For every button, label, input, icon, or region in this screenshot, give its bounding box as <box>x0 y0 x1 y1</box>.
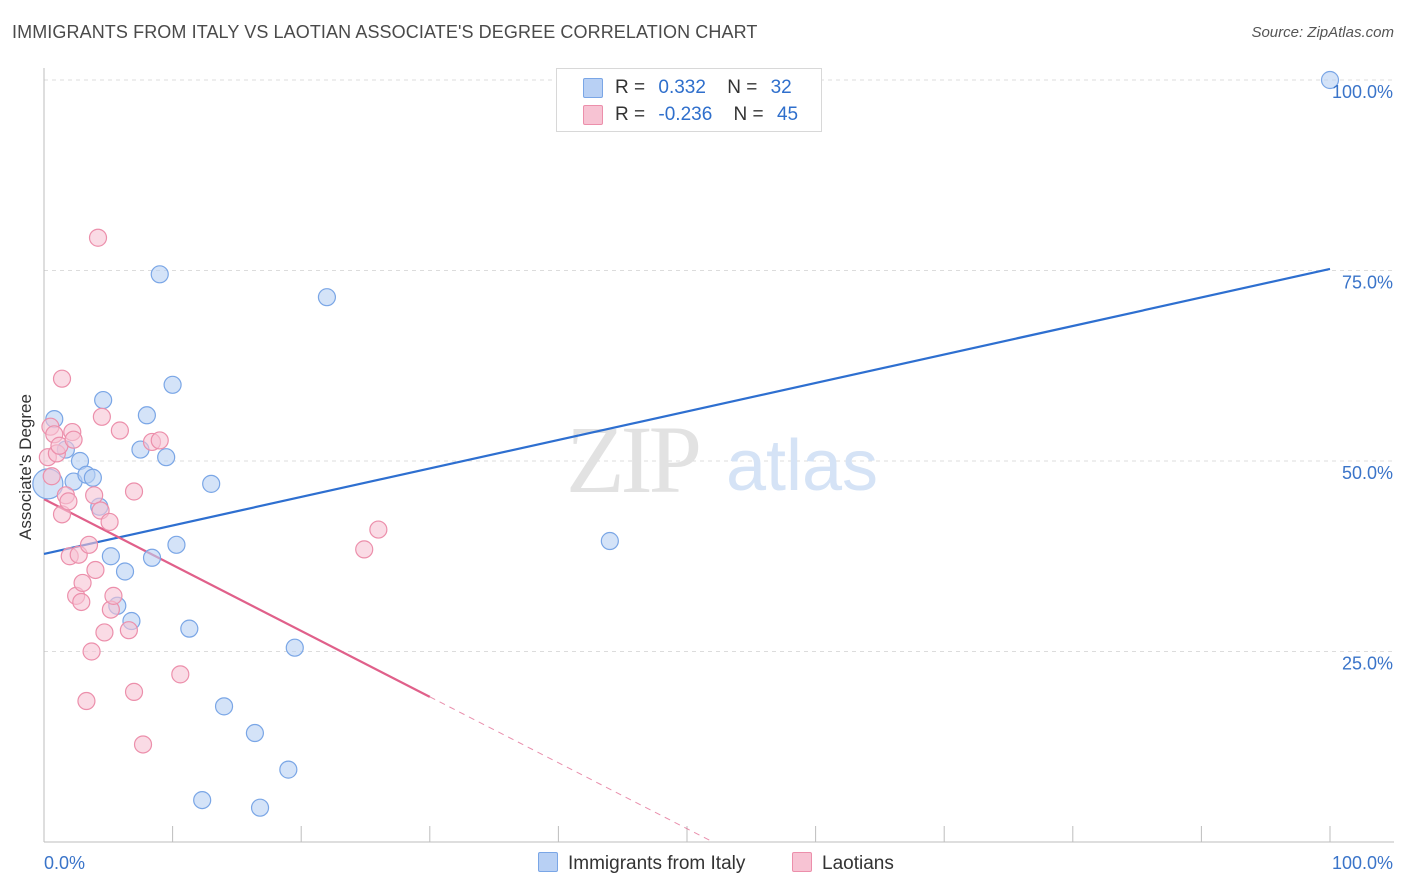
trend-line-italy <box>43 267 1331 556</box>
point-laotians <box>77 691 96 711</box>
point-italy <box>150 265 169 284</box>
point-italy <box>180 619 199 638</box>
point-laotians <box>124 682 144 701</box>
legend-n-label: N = <box>733 104 764 125</box>
bottom-legend-laotians: Laotians <box>792 852 894 875</box>
point-laotians <box>79 535 99 554</box>
point-italy <box>1320 70 1340 90</box>
trend-lines <box>43 267 1331 843</box>
trend-line-laotians <box>43 498 431 698</box>
point-italy <box>142 548 162 567</box>
point-italy <box>94 390 113 410</box>
point-laotians <box>92 407 111 426</box>
bottom-legend-swatch-italy <box>538 852 558 872</box>
point-italy <box>317 288 337 307</box>
point-italy <box>245 723 265 743</box>
bottom-legend-label-italy: Immigrants from Italy <box>568 853 746 874</box>
point-laotians <box>59 492 78 511</box>
point-laotians <box>86 560 105 580</box>
legend-r-value: 0.332 <box>658 77 706 98</box>
data-points <box>32 70 1340 817</box>
point-laotians <box>119 621 138 640</box>
tick-labels: 25.0% 50.0% 75.0% 100.0% 0.0% 100.0% <box>44 82 1393 873</box>
point-italy <box>202 474 221 493</box>
y-tick-label: 25.0% <box>1342 654 1393 674</box>
point-laotians <box>73 573 92 593</box>
point-italy <box>83 468 102 487</box>
watermark: ZIP atlas <box>566 406 878 513</box>
point-laotians <box>82 642 101 661</box>
point-italy <box>115 562 135 581</box>
point-italy <box>600 531 619 551</box>
legend-swatch-italy <box>583 78 603 98</box>
point-italy <box>285 638 304 657</box>
trend-line-laotians-extension <box>429 696 714 843</box>
legend-n-value: 32 <box>770 77 792 98</box>
y-tick-label: 50.0% <box>1342 463 1393 483</box>
legend: R = 0.332 N = 32 R = -0.236 N = 45 <box>556 68 822 132</box>
chart-title: IMMIGRANTS FROM ITALY VS LAOTIAN ASSOCIA… <box>12 22 758 42</box>
point-italy <box>137 406 156 425</box>
y-tick-label: 100.0% <box>1332 82 1393 102</box>
legend-n-label: N = <box>727 77 758 98</box>
point-laotians <box>355 540 374 559</box>
x-tick-label: 100.0% <box>1332 853 1393 873</box>
point-laotians <box>95 623 114 642</box>
point-italy <box>250 798 270 817</box>
point-laotians <box>133 735 153 754</box>
point-laotians <box>171 665 190 684</box>
source-credit: Source: ZipAtlas.com <box>1251 24 1394 41</box>
point-italy <box>163 375 182 394</box>
bottom-legend-label-laotians: Laotians <box>822 853 894 874</box>
point-italy <box>193 790 212 810</box>
point-laotians <box>150 431 169 450</box>
y-tick-label: 75.0% <box>1342 273 1393 293</box>
legend-swatch-laotians <box>583 105 603 125</box>
legend-r-label: R = <box>615 104 646 125</box>
point-laotians <box>52 369 72 388</box>
axes <box>43 68 1394 843</box>
watermark-zip: ZIP <box>566 406 699 513</box>
point-laotians <box>42 467 61 486</box>
bottom-legend-swatch-laotians <box>792 852 812 872</box>
point-italy <box>167 535 186 554</box>
legend-n-value: 45 <box>776 104 799 125</box>
point-laotians <box>72 592 91 612</box>
y-axis-label: Associate's Degree <box>16 394 35 540</box>
x-tick-label: 0.0% <box>44 853 85 873</box>
point-laotians <box>88 228 108 247</box>
bottom-legend-italy: Immigrants from Italy <box>538 852 745 875</box>
point-laotians <box>369 520 388 539</box>
legend-r-label: R = <box>615 77 646 98</box>
point-laotians <box>124 482 144 501</box>
point-laotians <box>104 586 123 605</box>
point-laotians <box>64 430 83 449</box>
legend-r-value: -0.236 <box>658 104 713 125</box>
watermark-atlas: atlas <box>726 426 878 506</box>
point-italy <box>101 547 120 566</box>
point-italy <box>279 760 298 779</box>
gridlines <box>44 79 1394 652</box>
point-italy <box>157 448 176 467</box>
point-italy <box>214 697 234 716</box>
point-laotians <box>100 512 119 532</box>
point-laotians <box>110 421 129 440</box>
point-laotians <box>85 486 104 505</box>
